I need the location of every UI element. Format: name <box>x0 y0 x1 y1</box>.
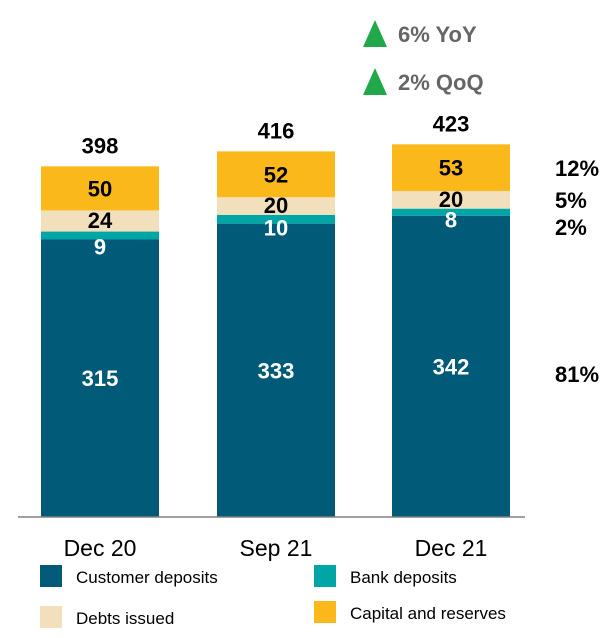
x-tick-dec-20: Dec 20 <box>64 535 137 561</box>
bar-bank-deposits-sep-21 <box>217 214 335 224</box>
share-label-bank-deposits: 2% <box>555 215 587 240</box>
legend-label-customer-deposits: Customer deposits <box>76 568 218 587</box>
triangle-up-icon <box>363 68 387 95</box>
growth-label-2-qoq: 2% QoQ <box>398 70 484 95</box>
value-label-capital-and-reserves-dec-21: 53 <box>439 156 463 181</box>
growth-indicators: 6% YoY 2% QoQ <box>363 20 484 95</box>
x-tick-dec-21: Dec 21 <box>415 535 488 561</box>
value-label-bank-deposits-dec-20: 9 <box>94 234 106 259</box>
value-label-bank-deposits-dec-21: 8 <box>445 208 457 233</box>
bar-bank-deposits-dec-20 <box>41 231 159 240</box>
bar-customer-deposits-dec-20 <box>41 239 159 518</box>
value-label-customer-deposits-sep-21: 333 <box>258 358 295 383</box>
value-label-bank-deposits-sep-21: 10 <box>264 216 288 241</box>
bar-capital-and-reserves-dec-21 <box>392 144 510 192</box>
growth-label-6-yoy: 6% YoY <box>398 22 477 47</box>
value-label-debts-issued-dec-20: 24 <box>88 208 113 233</box>
total-label-dec-21: 423 <box>433 111 470 136</box>
bar-capital-and-reserves-dec-20 <box>41 166 159 211</box>
bar-debts-issued-dec-21 <box>392 191 510 209</box>
legend-swatch-bank-deposits <box>314 565 336 587</box>
legend: Customer deposits Bank deposits Debts issu… <box>40 565 506 628</box>
bar-customer-deposits-sep-21 <box>217 223 335 517</box>
bar-debts-issued-dec-20 <box>41 210 159 232</box>
total-label-dec-20: 398 <box>82 133 119 158</box>
bar-debts-issued-sep-21 <box>217 197 335 215</box>
total-label-sep-21: 416 <box>258 118 295 143</box>
legend-swatch-customer-deposits <box>40 565 62 587</box>
bar-capital-and-reserves-sep-21 <box>217 151 335 198</box>
legend-swatch-debts-issued <box>40 606 62 628</box>
share-labels: 81% 2%5% 12% <box>555 156 599 387</box>
bar-customer-deposits-dec-21 <box>392 215 510 517</box>
legend-label-bank-deposits: Bank deposits <box>350 568 457 587</box>
value-label-debts-issued-sep-21: 20 <box>264 193 288 218</box>
bars <box>41 144 510 518</box>
value-label-capital-and-reserves-sep-21: 52 <box>264 162 288 187</box>
share-label-capital-and-reserves: 12% <box>555 156 599 181</box>
value-label-customer-deposits-dec-21: 342 <box>433 354 470 379</box>
x-tick-labels: Dec 20 Sep 21 Dec 21 <box>64 535 488 561</box>
triangle-up-icon <box>363 20 387 47</box>
share-label-customer-deposits: 81% <box>555 362 599 387</box>
value-label-customer-deposits-dec-20: 315 <box>82 366 119 391</box>
legend-label-debts-issued: Debts issued <box>76 609 174 628</box>
share-label-debts-issued: 5% <box>555 188 587 213</box>
value-label-debts-issued-dec-21: 20 <box>439 187 463 212</box>
legend-label-capital-and-reserves: Capital and reserves <box>350 604 506 623</box>
bar-bank-deposits-dec-21 <box>392 208 510 216</box>
legend-swatch-capital-and-reserves <box>314 601 336 623</box>
x-tick-sep-21: Sep 21 <box>240 535 313 561</box>
value-label-capital-and-reserves-dec-20: 50 <box>88 176 112 201</box>
